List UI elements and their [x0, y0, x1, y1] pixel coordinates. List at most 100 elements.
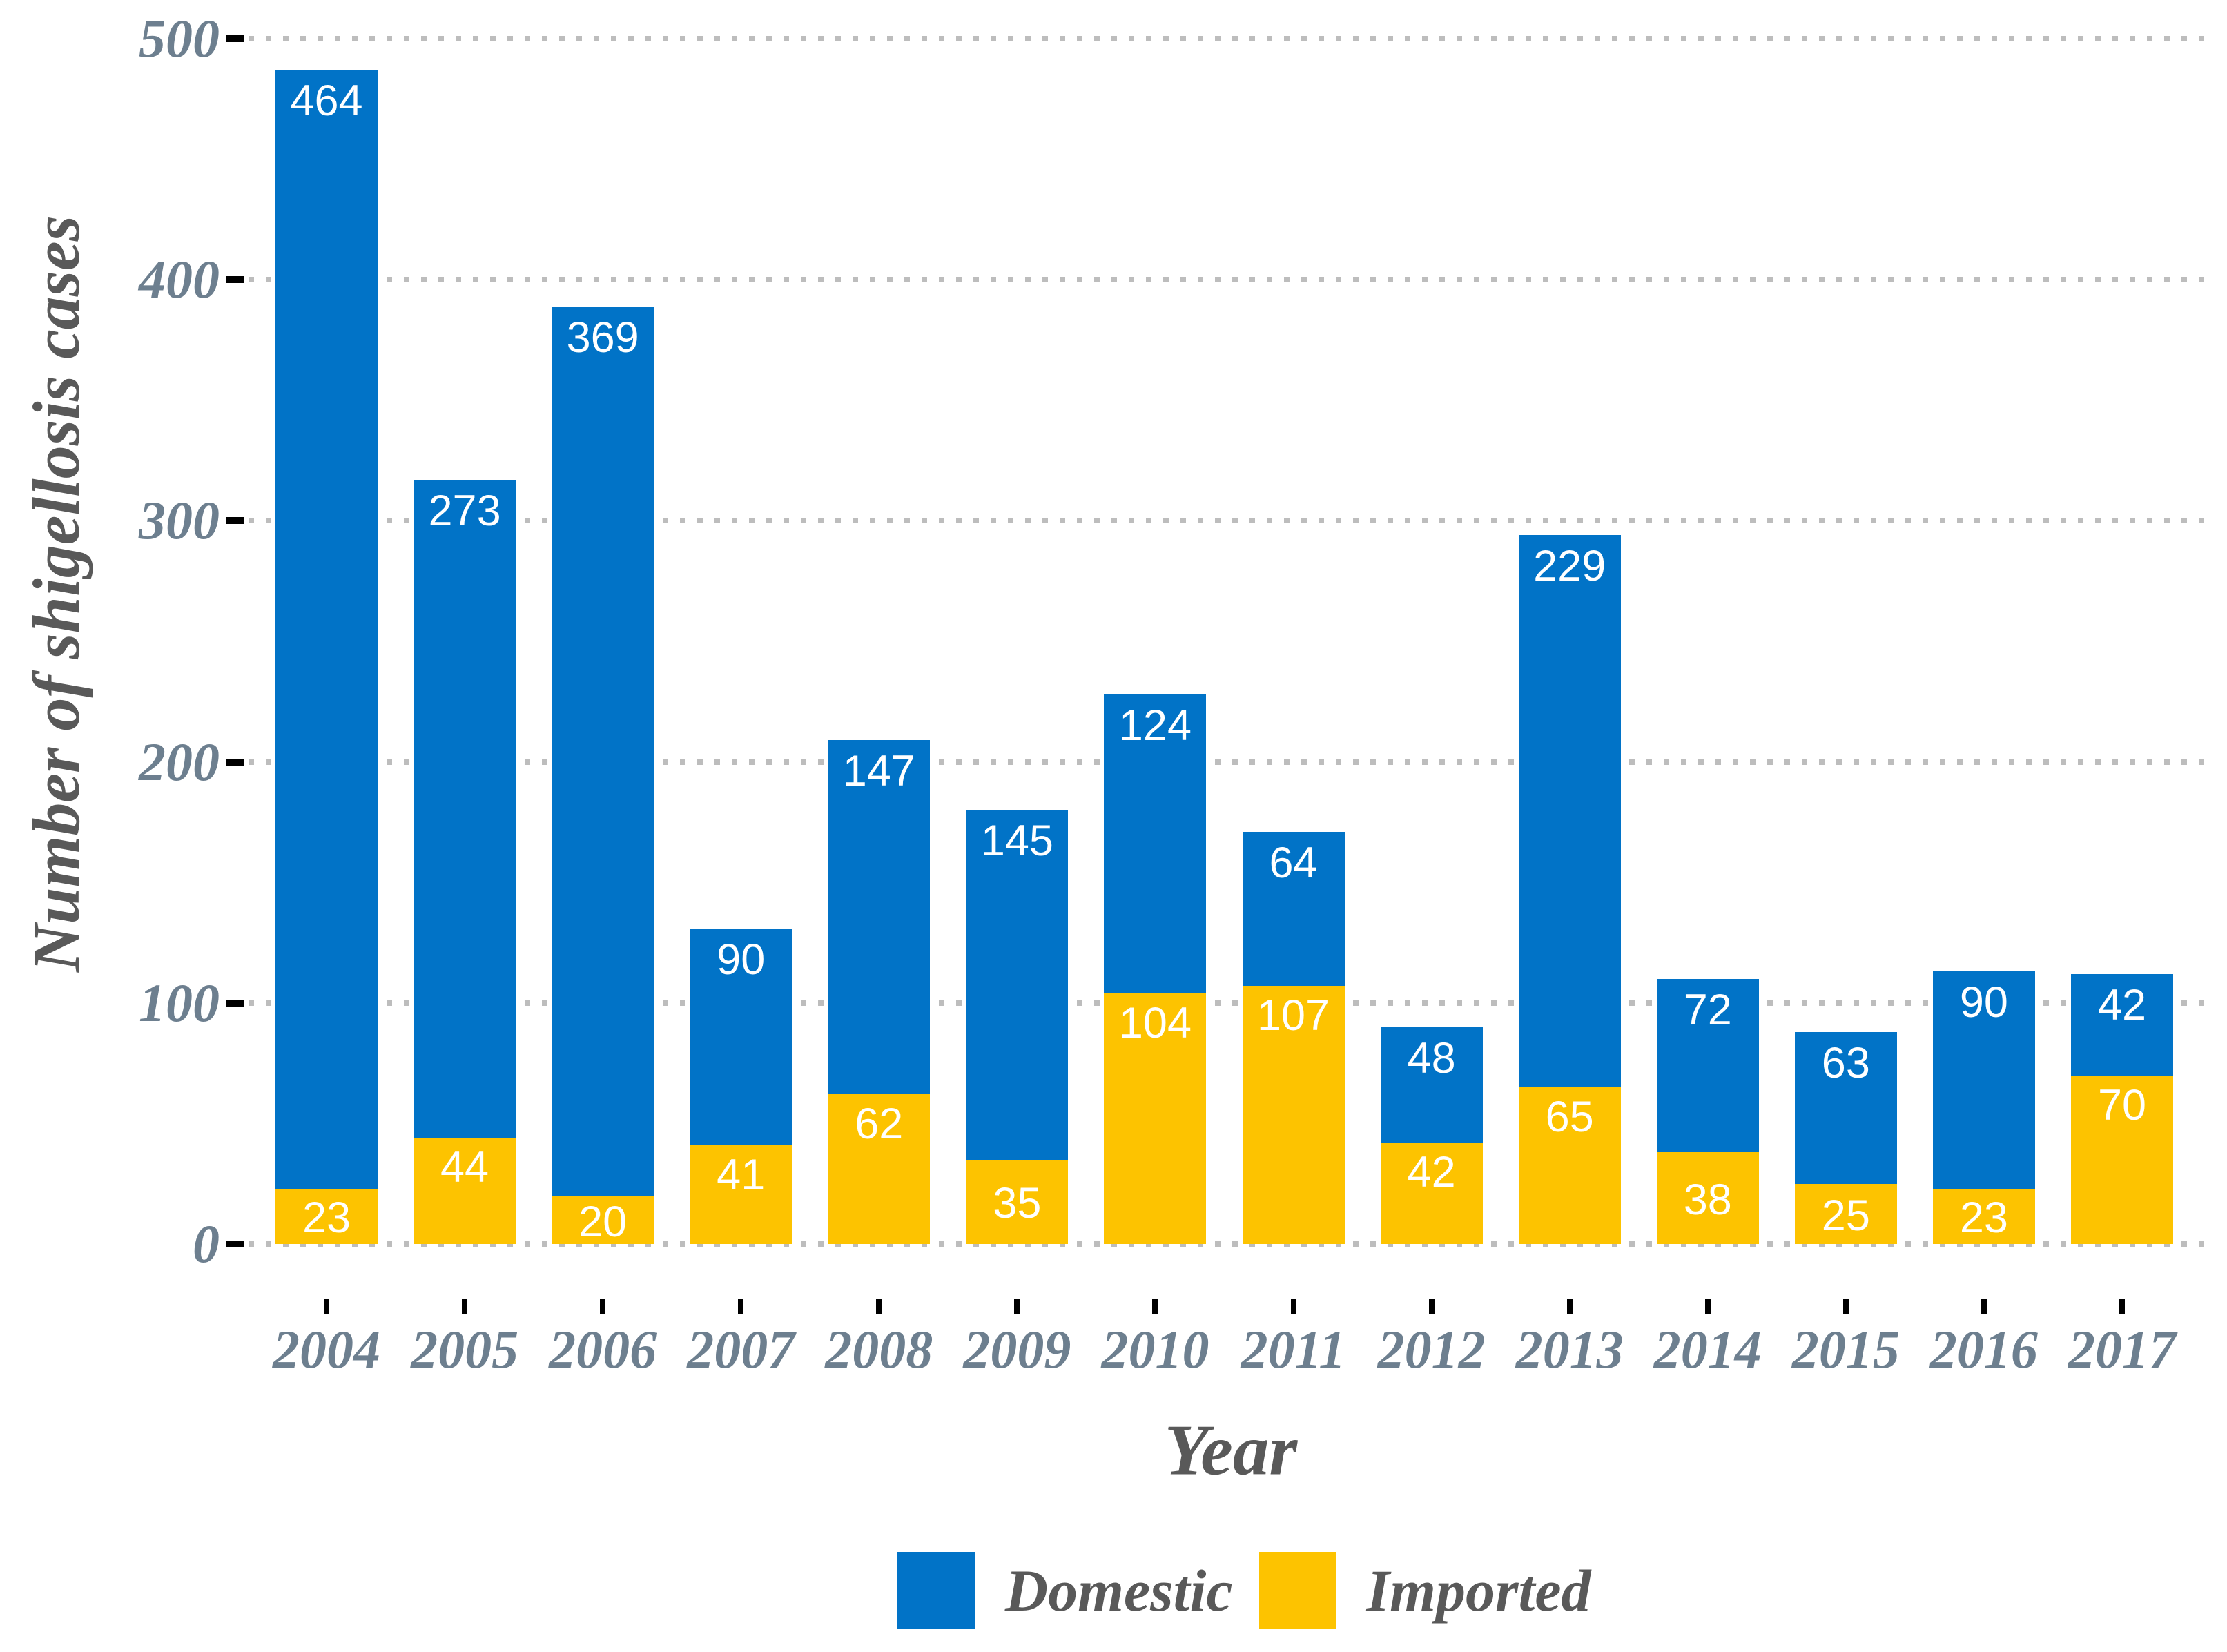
bar-2008-imported — [828, 1094, 931, 1244]
bar-label-2007-imported: 41 — [717, 1150, 766, 1199]
bar-label-2017-imported: 70 — [2097, 1080, 2147, 1129]
x-tick-2017 — [2119, 1299, 2125, 1314]
y-tick-label-200: 200 — [139, 731, 220, 792]
x-tick-label-2011: 2011 — [1241, 1319, 1346, 1379]
bar-2009-imported — [966, 1159, 1069, 1244]
bar-label-2013-imported: 65 — [1545, 1093, 1594, 1142]
bar-label-2005-domestic: 273 — [428, 487, 501, 536]
bar-2008-domestic — [828, 740, 931, 1095]
y-tick-400 — [226, 276, 244, 284]
bar-label-2008-domestic: 147 — [842, 747, 915, 796]
bar-2005-domestic — [414, 480, 516, 1138]
bar-label-2016-domestic: 90 — [1959, 978, 2008, 1027]
legend-label-imported: Imported — [1366, 1557, 1591, 1624]
x-tick-label-2012: 2012 — [1377, 1319, 1486, 1379]
y-tick-label-400: 400 — [139, 249, 220, 310]
bar-2006-imported — [552, 1196, 654, 1244]
x-tick-2006 — [600, 1299, 606, 1314]
x-tick-label-2005: 2005 — [411, 1319, 519, 1379]
x-tick-label-2016: 2016 — [1929, 1319, 2038, 1379]
y-tick-0 — [226, 1241, 244, 1247]
bar-label-2010-imported: 104 — [1118, 998, 1192, 1047]
bar-2007-domestic — [690, 928, 792, 1145]
gridline-300 — [249, 518, 2213, 524]
bar-label-2012-imported: 42 — [1407, 1148, 1456, 1197]
gridline-0 — [249, 1241, 2213, 1247]
bar-label-2008-imported: 62 — [855, 1100, 904, 1149]
bar-2016-imported — [1932, 1188, 2035, 1244]
bar-2011-domestic — [1242, 831, 1345, 987]
legend-label-domestic: Domestic — [1005, 1557, 1233, 1624]
y-tick-100 — [226, 999, 244, 1007]
bar-label-2014-domestic: 72 — [1683, 985, 1732, 1034]
x-tick-label-2015: 2015 — [1791, 1319, 1900, 1379]
x-tick-2015 — [1842, 1299, 1849, 1314]
x-tick-label-2004: 2004 — [273, 1319, 380, 1379]
x-tick-label-2014: 2014 — [1653, 1319, 1762, 1379]
bar-label-2015-imported: 25 — [1821, 1191, 1870, 1240]
bar-2004-imported — [275, 1188, 378, 1244]
y-tick-label-500: 500 — [139, 8, 220, 68]
bar-2013-domestic — [1518, 535, 1621, 1087]
bar-label-2006-imported: 20 — [578, 1197, 628, 1246]
bar-2010-domestic — [1104, 694, 1207, 993]
x-tick-2004 — [324, 1299, 329, 1314]
bar-2007-imported — [690, 1145, 792, 1244]
x-tick-2005 — [462, 1299, 468, 1314]
bar-2012-domestic — [1380, 1027, 1483, 1143]
y-axis-title: Number of shigellosis cases — [19, 215, 93, 973]
bar-label-2015-domestic: 63 — [1821, 1038, 1870, 1087]
bar-label-2005-imported: 44 — [440, 1143, 489, 1192]
bar-2012-imported — [1380, 1143, 1483, 1244]
bar-2004-domestic — [275, 70, 378, 1189]
x-tick-label-2009: 2009 — [963, 1319, 1071, 1379]
bar-2006-domestic — [552, 306, 654, 1196]
y-tick-label-0: 0 — [193, 1214, 220, 1274]
x-tick-label-2008: 2008 — [825, 1319, 933, 1379]
gridline-200 — [249, 759, 2213, 765]
bar-2011-imported — [1242, 986, 1345, 1244]
gridline-400 — [249, 277, 2213, 283]
bar-label-2009-domestic: 145 — [980, 817, 1053, 866]
y-tick-500 — [226, 35, 244, 42]
legend-swatch-imported — [1258, 1552, 1336, 1629]
bar-label-2017-domestic: 42 — [2097, 980, 2147, 1029]
bar-label-2011-imported: 107 — [1256, 991, 1330, 1040]
x-tick-label-2013: 2013 — [1515, 1319, 1624, 1379]
x-tick-label-2010: 2010 — [1101, 1319, 1209, 1379]
bar-label-2013-domestic: 229 — [1533, 542, 1606, 591]
bar-2013-imported — [1518, 1087, 1621, 1244]
x-tick-label-2006: 2006 — [549, 1319, 657, 1379]
bar-label-2012-domestic: 48 — [1407, 1033, 1456, 1082]
bar-label-2007-domestic: 90 — [717, 935, 766, 984]
bar-label-2010-domestic: 124 — [1118, 701, 1192, 750]
bar-2017-imported — [2071, 1075, 2173, 1244]
x-tick-2010 — [1152, 1299, 1158, 1314]
bar-2014-domestic — [1656, 978, 1759, 1153]
bar-2010-imported — [1104, 993, 1207, 1244]
x-tick-2016 — [1981, 1299, 1987, 1314]
y-tick-300 — [226, 517, 244, 525]
x-axis-title: Year — [1164, 1409, 1298, 1490]
x-tick-label-2017: 2017 — [2068, 1319, 2176, 1379]
bar-label-2011-domestic: 64 — [1269, 838, 1318, 887]
bar-label-2004-imported: 23 — [302, 1194, 351, 1243]
x-tick-2008 — [876, 1299, 882, 1314]
bar-2014-imported — [1656, 1152, 1759, 1244]
bar-2017-domestic — [2071, 973, 2173, 1076]
x-tick-2011 — [1290, 1299, 1296, 1314]
x-tick-2014 — [1704, 1299, 1711, 1314]
gridline-500 — [249, 36, 2213, 41]
gridline-100 — [249, 1000, 2213, 1006]
bar-2015-domestic — [1794, 1031, 1897, 1184]
legend: Domestic Imported — [897, 1552, 1591, 1629]
bar-label-2004-domestic: 464 — [290, 77, 363, 126]
y-tick-label-100: 100 — [139, 972, 220, 1033]
bar-label-2006-domestic: 369 — [566, 313, 639, 362]
bar-label-2009-imported: 35 — [993, 1179, 1042, 1228]
bar-2015-imported — [1794, 1183, 1897, 1244]
x-tick-2012 — [1428, 1299, 1435, 1314]
x-tick-label-2007: 2007 — [687, 1319, 795, 1379]
bar-label-2016-imported: 23 — [1959, 1194, 2008, 1243]
